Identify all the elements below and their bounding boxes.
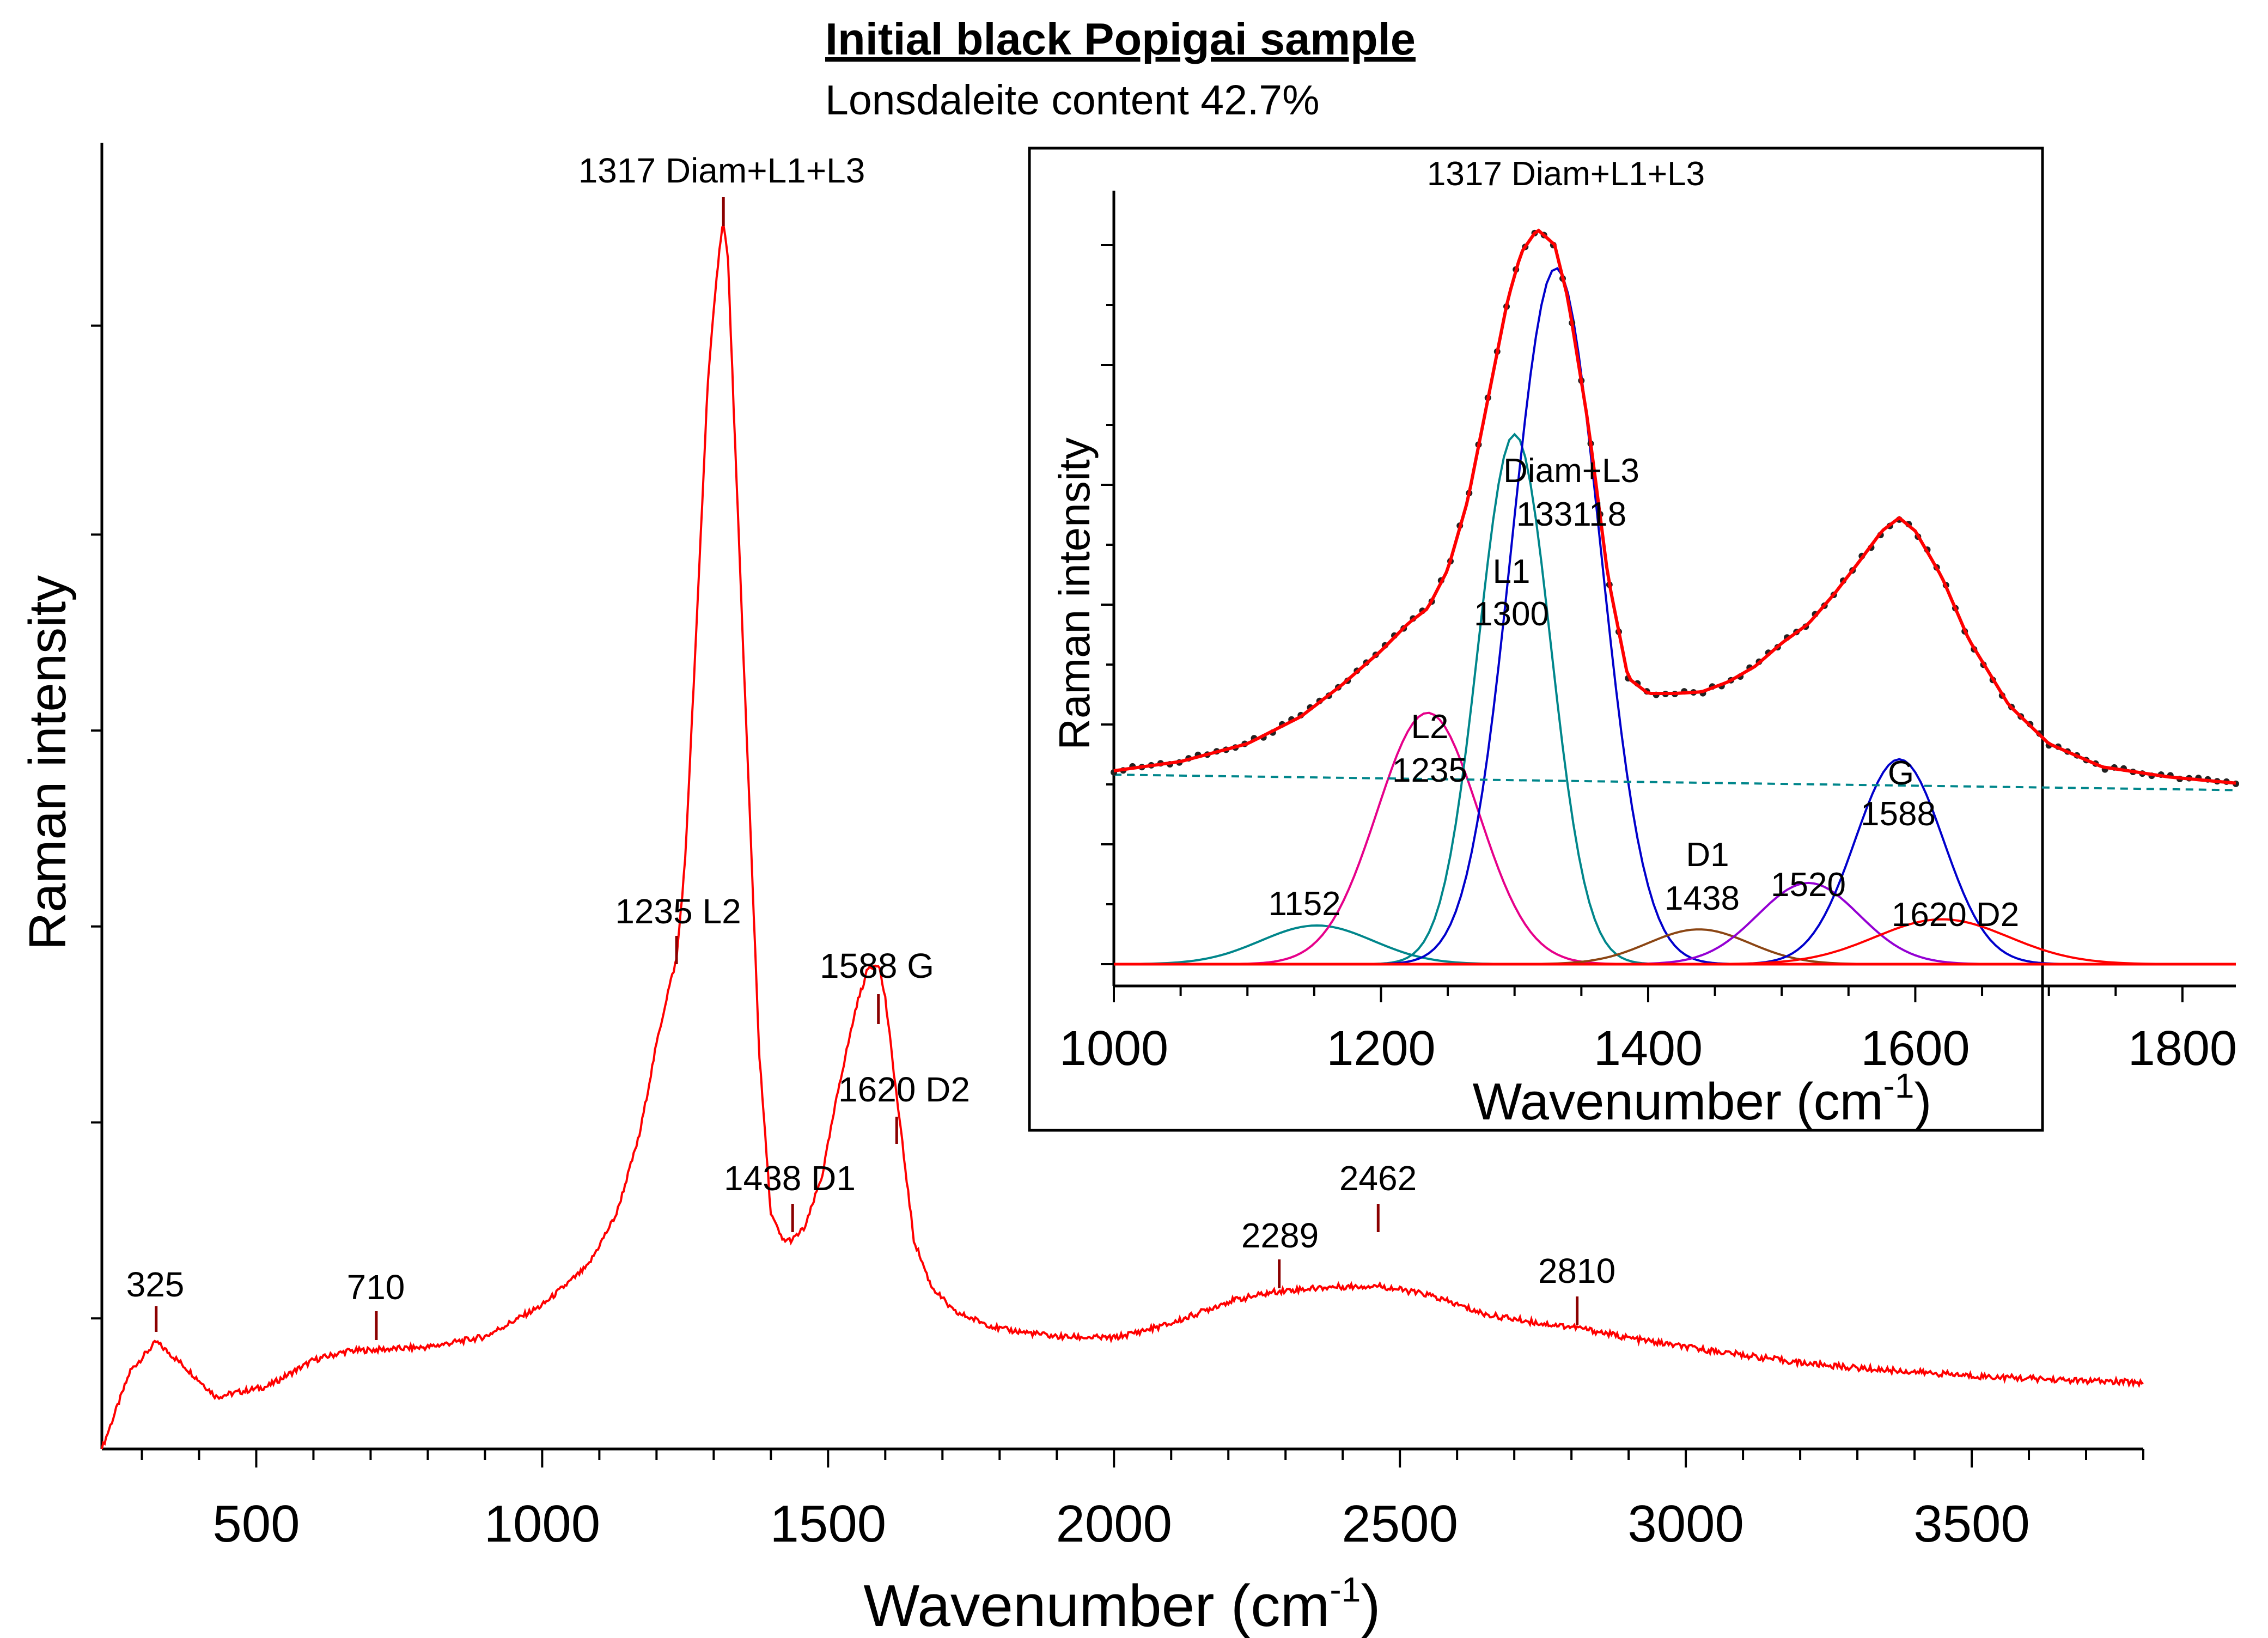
main-peak-label: 325 xyxy=(126,1265,185,1304)
chart-subtitle: Lonsdaleite content 42.7% xyxy=(825,77,1320,124)
main-peak-label: 2810 xyxy=(1538,1251,1615,1290)
main-x-ticks: 500 1000 1500 2000 2500 3000 3500 xyxy=(141,1449,2144,1553)
inset-x-tick-label: 1800 xyxy=(2128,1021,2237,1076)
main-x-label-sup: -1 xyxy=(1330,1570,1361,1609)
inset-peak-label: Diam+L3 xyxy=(1503,452,1639,490)
main-peak-label: 1588 G xyxy=(820,946,934,985)
main-x-tick-label: 1000 xyxy=(484,1495,601,1553)
main-peak-label: 1235 L2 xyxy=(615,892,741,931)
main-x-label: Wavenumber (cm-1) xyxy=(863,1570,1380,1638)
main-x-tick-label: 3500 xyxy=(1913,1495,2030,1553)
inset-peak-label: 1300 xyxy=(1474,595,1549,633)
inset-peak-label: D1 xyxy=(1686,836,1729,874)
inset-peak-label: L1 xyxy=(1493,553,1531,590)
main-x-tick-label: 2000 xyxy=(1056,1495,1172,1553)
main-x-label-close: ) xyxy=(1361,1573,1380,1638)
inset-x-tick-label: 1200 xyxy=(1326,1021,1435,1076)
main-x-tick-label: 500 xyxy=(212,1495,300,1553)
main-peak-label: 1317 Diam+L1+L3 xyxy=(578,151,865,190)
main-annotations: 325 710 1235 L2 1317 Diam+L1+L3 1438 D1 1588 … xyxy=(126,151,1615,1340)
main-peak-label: 1438 D1 xyxy=(724,1159,856,1198)
inset-peak-label: 1235 xyxy=(1392,752,1467,789)
inset-fit-curve xyxy=(1113,228,2236,785)
inset-x-label-text: Wavenumber (cm xyxy=(1473,1073,1883,1131)
inset-x-tick-label: 1400 xyxy=(1594,1021,1703,1076)
main-peak-label: 1620 D2 xyxy=(838,1070,970,1109)
main-peak-label: 2289 xyxy=(1241,1216,1319,1255)
main-x-tick-label: 3000 xyxy=(1627,1495,1744,1553)
inset-x-label-sup: -1 xyxy=(1883,1066,1915,1105)
inset-annotations: 1317 Diam+L1+L3 Diam+L3 133118 L1 1300 L2 1235… xyxy=(1268,155,2019,934)
inset-peak-label: L2 xyxy=(1411,708,1449,746)
chart-title: Initial black Popigai sample xyxy=(825,14,1416,64)
inset-x-tick-label: 1600 xyxy=(1861,1021,1970,1076)
inset-frame xyxy=(1028,147,2044,1132)
inset-peak-label: 1588 xyxy=(1861,795,1936,833)
inset-peak-label: 1620 D2 xyxy=(1892,896,2019,934)
inset-series xyxy=(1111,228,2239,787)
inset-y-label: Raman intensity xyxy=(1050,437,1099,750)
main-x-label-text: Wavenumber (cm xyxy=(863,1573,1330,1638)
inset-x-label: Wavenumber (cm-1) xyxy=(1473,1066,1932,1131)
main-x-tick-label: 1500 xyxy=(770,1495,887,1553)
main-axes xyxy=(100,143,2143,1451)
main-peak-label: 710 xyxy=(347,1268,405,1307)
inset-x-label-close: ) xyxy=(1914,1073,1931,1131)
main-peak-label: 2462 xyxy=(1339,1159,1417,1198)
inset-peak-label: 1520 xyxy=(1771,866,1846,904)
inset-x-ticks: 1000 1200 1400 1600 1800 xyxy=(1059,986,2237,1076)
inset-peak-label: 133118 xyxy=(1516,496,1626,533)
inset-components xyxy=(1113,267,2236,966)
main-y-label: Raman intensity xyxy=(19,575,77,950)
main-x-tick-label: 2500 xyxy=(1342,1495,1458,1553)
inset-peak-label: 1317 Diam+L1+L3 xyxy=(1427,155,1705,193)
inset-peak-label: 1438 xyxy=(1665,880,1740,917)
main-series xyxy=(101,224,2144,1450)
inset-x-tick-label: 1000 xyxy=(1059,1021,1168,1076)
inset-y-ticks xyxy=(1101,244,1114,965)
main-y-ticks xyxy=(91,324,102,1320)
inset-peak-label: G xyxy=(1888,754,1914,792)
main-spectrum-line xyxy=(101,224,2144,1450)
inset-baseline xyxy=(1113,774,2236,791)
inset-peak-label: 1152 xyxy=(1268,885,1340,923)
